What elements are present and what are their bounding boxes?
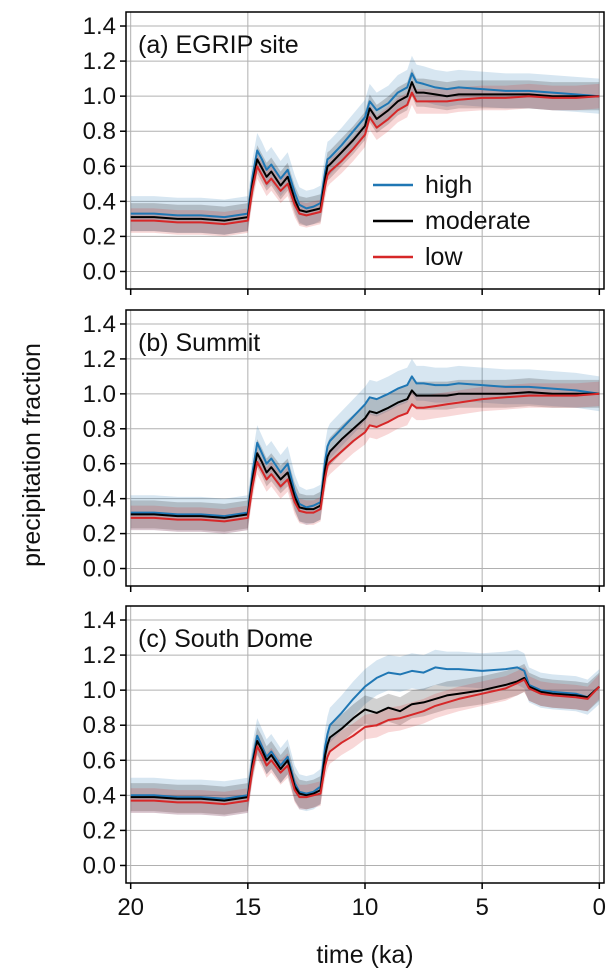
y-tick-label: 0.0 bbox=[83, 852, 116, 879]
y-tick-label: 1.0 bbox=[83, 381, 116, 408]
y-tick-label: 0.2 bbox=[83, 223, 116, 250]
panel-title: (a) EGRIP site bbox=[138, 31, 299, 59]
series-line-low bbox=[130, 91, 600, 226]
y-tick-label: 1.4 bbox=[83, 311, 116, 338]
y-tick-label: 0.4 bbox=[83, 486, 116, 513]
legend-label-low: low bbox=[425, 243, 463, 271]
series-line-high bbox=[130, 375, 600, 518]
y-tick-label: 0.4 bbox=[83, 188, 116, 215]
series-line-moderate bbox=[130, 81, 600, 222]
band-low bbox=[130, 381, 600, 534]
legend: high moderate low bbox=[373, 171, 531, 271]
panel-c: 0.0 0.2 0.4 0.6 0.8 1.0 1.2 1.4 20 15 10 5 0 (c) Sout… bbox=[83, 605, 606, 921]
y-tick-label: 1.2 bbox=[83, 48, 116, 75]
y-tick-label: 0.0 bbox=[83, 258, 116, 285]
y-tick-label: 0.0 bbox=[83, 556, 116, 583]
y-tick-label: 1.0 bbox=[83, 677, 116, 704]
x-axis-title: time (ka) bbox=[316, 941, 413, 969]
panels: 0.0 0.2 0.4 0.6 0.8 1.0 1.2 1.4 (a) EGRIP site hi… bbox=[83, 11, 606, 921]
y-tick-label: 1.2 bbox=[83, 642, 116, 669]
y-tick-label: 0.2 bbox=[83, 817, 116, 844]
y-tick-label: 1.2 bbox=[83, 346, 116, 373]
band-high bbox=[130, 358, 600, 534]
x-tick-label: 15 bbox=[234, 894, 261, 921]
y-tick-label: 0.8 bbox=[83, 118, 116, 145]
y-tick-label: 0.8 bbox=[83, 712, 116, 739]
series-line-low bbox=[130, 678, 601, 806]
y-tick-label: 0.6 bbox=[83, 451, 116, 478]
band-low bbox=[130, 667, 600, 817]
x-tick-label: 20 bbox=[117, 894, 144, 921]
y-tick-label: 0.4 bbox=[83, 782, 116, 809]
series-line-high bbox=[130, 666, 600, 800]
x-tick-label: 5 bbox=[475, 894, 488, 921]
y-tick-label: 0.2 bbox=[83, 521, 116, 548]
series-line-high bbox=[130, 72, 600, 219]
panel-title: (b) Summit bbox=[138, 329, 260, 357]
x-tick-label: 0 bbox=[593, 894, 606, 921]
band-high bbox=[130, 55, 600, 235]
series-line-moderate bbox=[130, 389, 600, 519]
series-line-low bbox=[130, 392, 600, 523]
y-tick-label: 0.8 bbox=[83, 416, 116, 443]
panel-b: 0.0 0.2 0.4 0.6 0.8 1.0 1.2 1.4 (b) Summit bbox=[83, 309, 605, 592]
y-axis-title: precipitation fraction bbox=[18, 343, 46, 567]
x-tick-label: 10 bbox=[352, 894, 379, 921]
series-line-moderate bbox=[130, 676, 600, 802]
legend-label-high: high bbox=[425, 171, 472, 199]
y-tick-label: 1.4 bbox=[83, 13, 116, 40]
panel-title: (c) South Dome bbox=[138, 625, 313, 653]
panel-a: 0.0 0.2 0.4 0.6 0.8 1.0 1.2 1.4 (a) EGRIP site hi… bbox=[83, 11, 605, 295]
y-tick-label: 0.6 bbox=[83, 153, 116, 180]
y-tick-label: 0.6 bbox=[83, 747, 116, 774]
y-tick-label: 1.4 bbox=[83, 607, 116, 634]
y-tick-label: 1.0 bbox=[83, 83, 116, 110]
legend-label-moderate: moderate bbox=[425, 207, 531, 235]
band-moderate bbox=[130, 663, 600, 815]
